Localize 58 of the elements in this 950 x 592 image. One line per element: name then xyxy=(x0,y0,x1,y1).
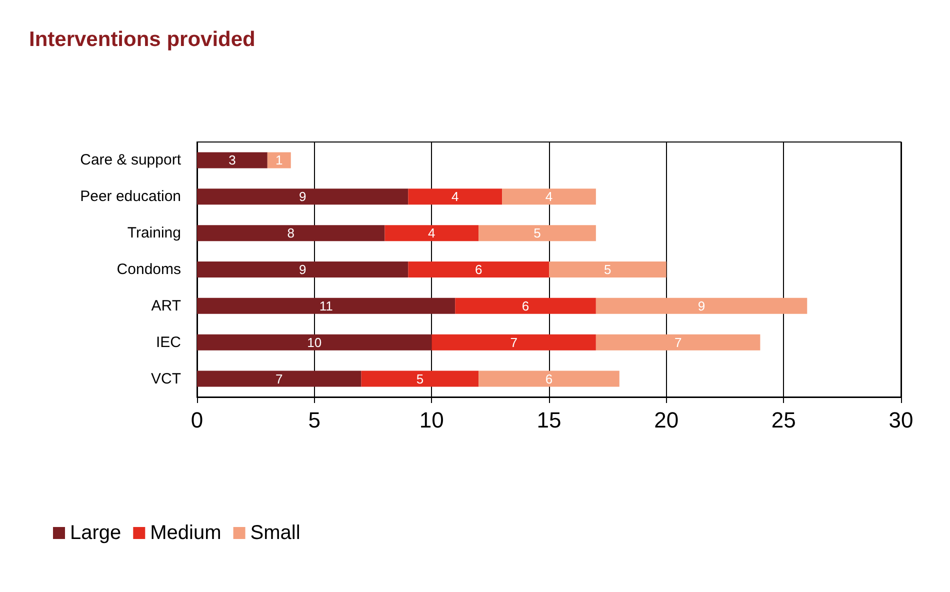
bar xyxy=(197,225,385,242)
data-label: 9 xyxy=(298,189,306,204)
x-tick-label: 10 xyxy=(419,408,444,432)
y-tick-label: VCT xyxy=(151,370,181,388)
bar xyxy=(267,152,291,168)
x-tick-label: 5 xyxy=(308,408,320,432)
bar xyxy=(197,262,408,278)
data-label: 7 xyxy=(276,371,283,386)
y-tick-label: Condoms xyxy=(116,261,181,278)
bar xyxy=(197,334,432,350)
bar xyxy=(478,370,620,387)
bar xyxy=(197,188,408,205)
data-label: 10 xyxy=(307,334,322,350)
data-label: 5 xyxy=(604,262,612,277)
legend-label: Small xyxy=(250,522,300,544)
chart-title: Interventions provided xyxy=(29,28,256,51)
bar xyxy=(549,262,666,278)
bar xyxy=(596,334,760,350)
bar xyxy=(596,298,808,314)
data-label: 5 xyxy=(416,371,424,386)
x-tick-label: 15 xyxy=(536,408,562,432)
data-label: 5 xyxy=(534,226,541,241)
data-label: 4 xyxy=(428,226,436,241)
bar xyxy=(455,298,596,314)
y-tick-label: Training xyxy=(127,224,181,242)
data-label: 6 xyxy=(545,371,553,386)
bar xyxy=(408,188,502,205)
x-tick-label: 25 xyxy=(771,408,796,432)
data-label: 4 xyxy=(452,189,459,204)
data-label: 7 xyxy=(674,334,682,350)
data-label: 6 xyxy=(522,298,530,314)
bar xyxy=(197,152,268,168)
bar xyxy=(384,225,479,242)
y-tick-label: Care & support xyxy=(80,152,182,169)
data-label: 9 xyxy=(698,298,706,314)
data-label: 1 xyxy=(276,152,283,168)
x-tick-label: 30 xyxy=(888,408,914,432)
y-tick-label: Peer education xyxy=(80,188,181,206)
bar xyxy=(432,334,596,350)
data-label: 4 xyxy=(545,189,553,204)
bar xyxy=(197,370,362,387)
bar xyxy=(502,188,596,205)
y-tick-label: ART xyxy=(151,297,181,314)
data-label: 6 xyxy=(474,262,482,277)
y-tick-label: IEC xyxy=(156,334,182,351)
data-label: 8 xyxy=(287,226,294,241)
data-label: 7 xyxy=(510,334,518,350)
legend-label: Medium xyxy=(150,522,222,544)
x-tick-label: 0 xyxy=(190,408,204,432)
data-label: 9 xyxy=(298,262,306,277)
bar xyxy=(408,262,549,278)
data-label: 3 xyxy=(228,152,236,168)
bar xyxy=(361,370,479,387)
legend-label: Large xyxy=(70,522,122,544)
x-tick-label: 20 xyxy=(654,408,679,432)
data-label: 11 xyxy=(319,298,333,314)
bar xyxy=(197,298,456,314)
bar xyxy=(478,225,596,242)
